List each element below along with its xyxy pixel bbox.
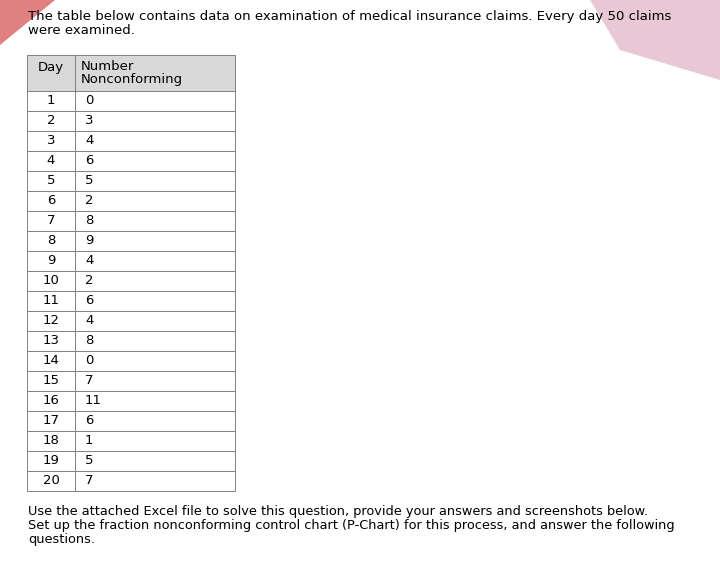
- Text: 19: 19: [42, 454, 60, 468]
- Text: 1: 1: [47, 95, 55, 107]
- Bar: [75, 131, 235, 151]
- Text: 12: 12: [42, 315, 60, 328]
- Text: 4: 4: [85, 134, 94, 148]
- Bar: [75, 211, 235, 231]
- Text: 5: 5: [85, 454, 94, 468]
- Bar: [75, 331, 235, 351]
- Bar: [75, 311, 235, 331]
- Text: 0: 0: [85, 354, 94, 367]
- Bar: [27, 231, 75, 251]
- Bar: [75, 55, 235, 91]
- Bar: [75, 431, 235, 451]
- Bar: [75, 231, 235, 251]
- Bar: [27, 431, 75, 451]
- Text: 4: 4: [85, 255, 94, 267]
- Text: 0: 0: [85, 95, 94, 107]
- Bar: [27, 311, 75, 331]
- Bar: [27, 291, 75, 311]
- Bar: [75, 251, 235, 271]
- Bar: [75, 451, 235, 471]
- Text: 10: 10: [42, 274, 60, 287]
- Polygon shape: [0, 0, 55, 45]
- Text: 2: 2: [85, 194, 94, 207]
- Text: Nonconforming: Nonconforming: [81, 74, 183, 86]
- Text: 6: 6: [85, 155, 94, 168]
- Text: 15: 15: [42, 374, 60, 388]
- Text: 6: 6: [85, 294, 94, 308]
- Text: 4: 4: [47, 155, 55, 168]
- Bar: [27, 171, 75, 191]
- Text: 20: 20: [42, 474, 60, 488]
- Text: 8: 8: [85, 214, 94, 228]
- Bar: [27, 351, 75, 371]
- Text: 18: 18: [42, 434, 60, 447]
- Bar: [75, 291, 235, 311]
- Bar: [75, 411, 235, 431]
- Bar: [27, 331, 75, 351]
- Bar: [27, 391, 75, 411]
- Text: 13: 13: [42, 335, 60, 347]
- Text: 16: 16: [42, 395, 60, 408]
- Text: 7: 7: [85, 374, 94, 388]
- Text: The table below contains data on examination of medical insurance claims. Every : The table below contains data on examina…: [28, 10, 671, 23]
- Bar: [27, 371, 75, 391]
- Text: 9: 9: [85, 235, 94, 248]
- Bar: [27, 151, 75, 171]
- Text: 7: 7: [47, 214, 55, 228]
- Bar: [75, 271, 235, 291]
- Text: Day: Day: [38, 61, 64, 75]
- Text: 11: 11: [85, 395, 102, 408]
- Text: 11: 11: [42, 294, 60, 308]
- Bar: [27, 131, 75, 151]
- Bar: [27, 191, 75, 211]
- Text: 6: 6: [85, 415, 94, 427]
- Text: 6: 6: [47, 194, 55, 207]
- Bar: [27, 451, 75, 471]
- Text: questions.: questions.: [28, 533, 95, 546]
- Bar: [75, 171, 235, 191]
- Text: 5: 5: [85, 175, 94, 187]
- Text: 7: 7: [85, 474, 94, 488]
- Bar: [27, 251, 75, 271]
- Bar: [27, 471, 75, 491]
- Bar: [75, 91, 235, 111]
- Text: 9: 9: [47, 255, 55, 267]
- Text: 8: 8: [85, 335, 94, 347]
- Bar: [27, 111, 75, 131]
- Text: 2: 2: [85, 274, 94, 287]
- Bar: [75, 111, 235, 131]
- Bar: [27, 55, 75, 91]
- Text: 4: 4: [85, 315, 94, 328]
- Text: 3: 3: [85, 114, 94, 127]
- Text: were examined.: were examined.: [28, 24, 135, 37]
- Text: Number: Number: [81, 61, 135, 74]
- Bar: [75, 351, 235, 371]
- Bar: [27, 91, 75, 111]
- Text: 14: 14: [42, 354, 60, 367]
- Text: 1: 1: [85, 434, 94, 447]
- Bar: [75, 391, 235, 411]
- Text: Use the attached Excel file to solve this question, provide your answers and scr: Use the attached Excel file to solve thi…: [28, 505, 648, 518]
- Text: 8: 8: [47, 235, 55, 248]
- Text: 5: 5: [47, 175, 55, 187]
- Text: 3: 3: [47, 134, 55, 148]
- Text: Set up the fraction nonconforming control chart (P-Chart) for this process, and : Set up the fraction nonconforming contro…: [28, 519, 675, 532]
- Bar: [75, 471, 235, 491]
- Bar: [27, 211, 75, 231]
- Text: 2: 2: [47, 114, 55, 127]
- Bar: [75, 191, 235, 211]
- Bar: [27, 411, 75, 431]
- Polygon shape: [590, 0, 720, 80]
- Bar: [75, 151, 235, 171]
- Text: 17: 17: [42, 415, 60, 427]
- Bar: [75, 371, 235, 391]
- Bar: [27, 271, 75, 291]
